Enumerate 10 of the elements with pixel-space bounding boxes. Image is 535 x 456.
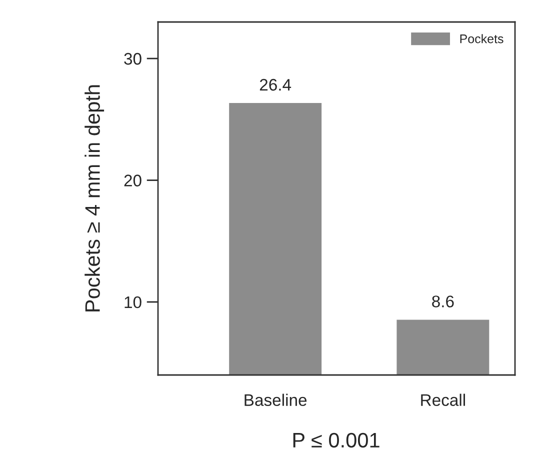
y-axis-title: Pockets ≥ 4 mm in depth [84,85,104,312]
y-tick-label: 20 [124,174,142,186]
y-tick-label: 30 [124,52,142,65]
text: P ≤ 0.001 [293,432,380,448]
data-label: 8.6 [432,296,454,308]
data-label: 26.4 [260,78,292,91]
y-tick-label: 10 [124,296,142,308]
x-tick-label: Recall [421,394,465,406]
x-tick-label: Baseline [244,394,307,406]
legend-label: Pockets [460,34,504,44]
